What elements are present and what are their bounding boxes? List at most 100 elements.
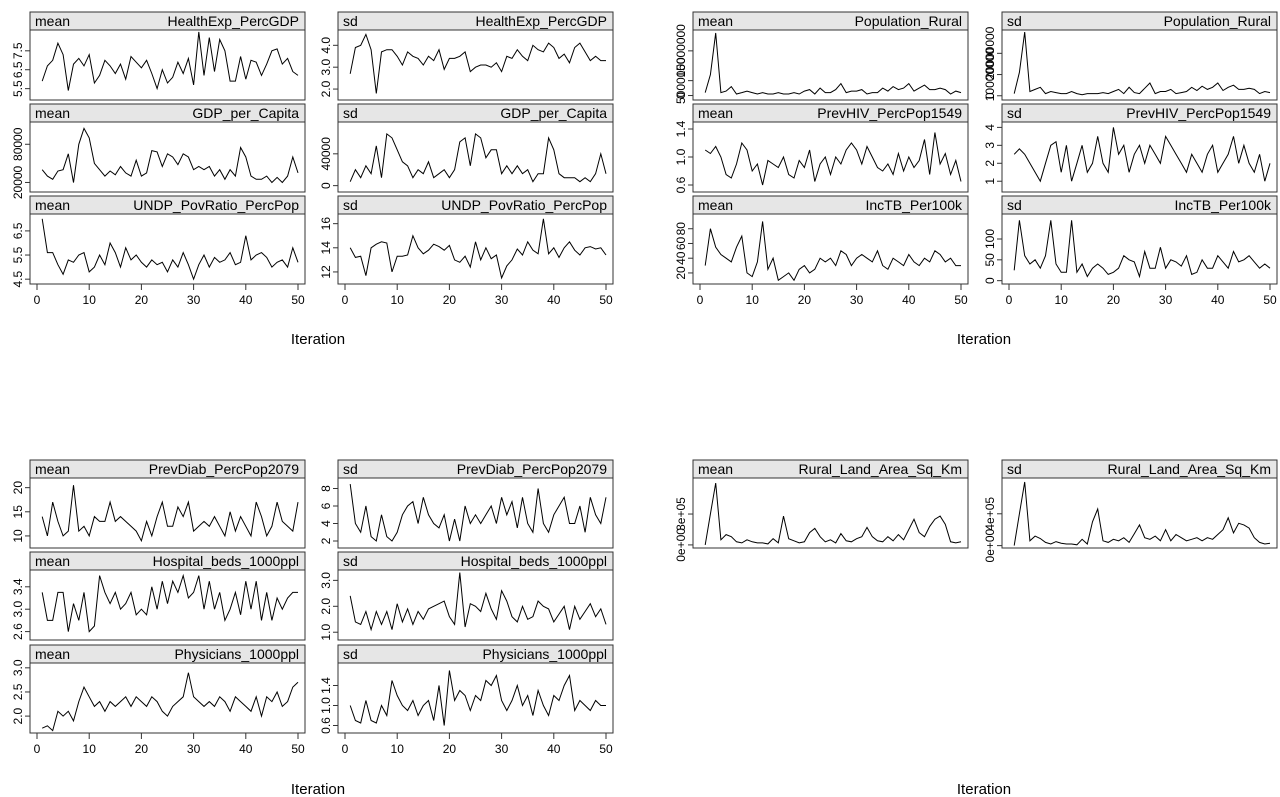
y-tick-label: 12 xyxy=(319,265,333,279)
strip-stat-label: sd xyxy=(1007,13,1022,29)
strip-stat-label: sd xyxy=(343,646,358,662)
y-tick-label: 6 xyxy=(319,502,333,509)
y-tick-label: 4 xyxy=(983,124,997,131)
y-tick-label: 0.6 xyxy=(319,717,333,734)
strip-variable-label: Rural_Land_Area_Sq_Km xyxy=(1108,461,1271,477)
y-tick-label: 4.0 xyxy=(319,37,333,54)
y-tick-label: 3.0 xyxy=(11,601,25,618)
strip-stat-label: mean xyxy=(698,461,733,477)
y-tick-label: 15000000 xyxy=(674,24,688,78)
plot-frame xyxy=(29,477,306,549)
trace-line xyxy=(41,485,299,543)
y-tick-label: 15 xyxy=(11,505,25,519)
y-tick-label: 2.5 xyxy=(11,683,25,700)
strip-variable-label: UNDP_PovRatio_PercPop xyxy=(133,197,299,213)
x-tick-label: 20 xyxy=(798,293,812,307)
trace-line xyxy=(704,221,961,282)
y-tick-label: 7.5 xyxy=(11,42,25,59)
plot-frame xyxy=(29,662,306,734)
x-tick-label: 10 xyxy=(746,293,760,307)
y-tick-label: 20 xyxy=(674,266,688,280)
trace-line xyxy=(1013,481,1271,546)
x-tick-label: 50 xyxy=(599,293,613,307)
plot-frame xyxy=(29,29,306,101)
panel-sd-physicians-1000ppl: sd Physicians_1000ppl 0.6 1.0 1.4 0 10 20 30 40 50 xyxy=(319,644,614,756)
x-tick-label: 30 xyxy=(850,293,864,307)
trace-line xyxy=(349,218,607,280)
y-tick-label: 14 xyxy=(319,241,333,255)
strip-stat-label: mean xyxy=(35,646,70,662)
panel-sd-prevhiv-percpop1549: sd PrevHIV_PercPop1549 1 2 3 4 xyxy=(983,103,1278,193)
y-tick-label: 2.0 xyxy=(319,598,333,615)
x-tick-label: 0 xyxy=(34,293,41,307)
trace-line xyxy=(349,670,606,726)
y-tick-label: 1.0 xyxy=(319,697,333,714)
x-axis-title: Iteration xyxy=(957,781,1011,797)
trace-line xyxy=(41,127,299,184)
trace-line xyxy=(704,132,962,186)
trace-line xyxy=(349,132,607,183)
trace-line xyxy=(41,573,298,633)
x-tick-label: 40 xyxy=(239,293,253,307)
y-tick-label: 2 xyxy=(319,537,333,544)
x-tick-label: 40 xyxy=(547,293,561,307)
strip-stat-label: sd xyxy=(343,553,358,569)
y-tick-label: 3.0 xyxy=(11,659,25,676)
y-tick-label: 0 xyxy=(983,277,997,284)
y-tick-label: 4e+05 xyxy=(983,497,997,531)
plot-frame xyxy=(29,569,306,641)
strip-stat-label: sd xyxy=(343,13,358,29)
trace-line xyxy=(349,572,607,632)
x-axis-title: Iteration xyxy=(291,331,345,348)
y-tick-label: 40000 xyxy=(319,137,333,171)
strip-variable-label: PrevDiab_PercPop2079 xyxy=(457,461,607,477)
y-tick-label: 60 xyxy=(674,236,688,250)
strip-variable-label: IncTB_Per100k xyxy=(866,197,963,213)
y-tick-label: 80 xyxy=(674,222,688,236)
panel-sd-healthexp-percgdp: sd HealthExp_PercGDP 2.0 3.0 4.0 xyxy=(319,11,614,101)
trace-line xyxy=(349,33,606,94)
strip-stat-label: mean xyxy=(35,461,70,477)
plot-frame xyxy=(337,121,614,193)
x-tick-label: 30 xyxy=(495,293,509,307)
strip-stat-label: sd xyxy=(1007,197,1022,213)
trace-line xyxy=(704,32,962,95)
x-tick-label: 30 xyxy=(187,293,201,307)
strip-stat-label: sd xyxy=(343,461,358,477)
strip-variable-label: UNDP_PovRatio_PercPop xyxy=(441,197,607,213)
y-tick-label: 100 xyxy=(983,229,997,249)
x-tick-label: 40 xyxy=(547,742,561,756)
trace-line xyxy=(41,31,299,91)
x-tick-label: 30 xyxy=(495,742,509,756)
x-tick-label: 40 xyxy=(239,742,253,756)
trace-line xyxy=(1013,220,1271,279)
x-tick-label: 30 xyxy=(187,742,201,756)
x-tick-label: 50 xyxy=(1263,293,1277,307)
strip-variable-label: Hospital_beds_1000ppl xyxy=(461,553,607,569)
y-tick-label: 5.5 xyxy=(11,246,25,263)
strip-variable-label: Physicians_1000ppl xyxy=(174,646,299,662)
x-tick-label: 0 xyxy=(1006,293,1013,307)
y-tick-label: 8 xyxy=(319,485,333,492)
x-tick-label: 10 xyxy=(1055,293,1069,307)
x-tick-label: 50 xyxy=(291,293,305,307)
x-axis-title: Iteration xyxy=(291,781,345,797)
trace-line xyxy=(41,672,299,732)
strip-variable-label: PrevDiab_PercPop2079 xyxy=(149,461,299,477)
y-tick-label: 80000 xyxy=(11,127,25,161)
x-tick-label: 10 xyxy=(83,742,97,756)
x-tick-label: 50 xyxy=(291,742,305,756)
y-tick-label: 1.0 xyxy=(319,624,333,641)
panel-sd-undp-povratio-percpop: sd UNDP_PovRatio_PercPop 12 14 16 0 10 20 30 40 50 xyxy=(319,195,614,307)
y-tick-label: 1.4 xyxy=(674,120,688,137)
x-tick-label: 40 xyxy=(902,293,916,307)
panel-sd-inctb-per100k: sd IncTB_Per100k 0 50 100 0 10 20 30 40 50 xyxy=(983,195,1278,307)
plot-frame xyxy=(337,477,614,549)
y-tick-label: 0.6 xyxy=(674,176,688,193)
y-tick-label: 4 xyxy=(319,520,333,527)
strip-stat-label: mean xyxy=(698,197,733,213)
strip-stat-label: sd xyxy=(343,197,358,213)
